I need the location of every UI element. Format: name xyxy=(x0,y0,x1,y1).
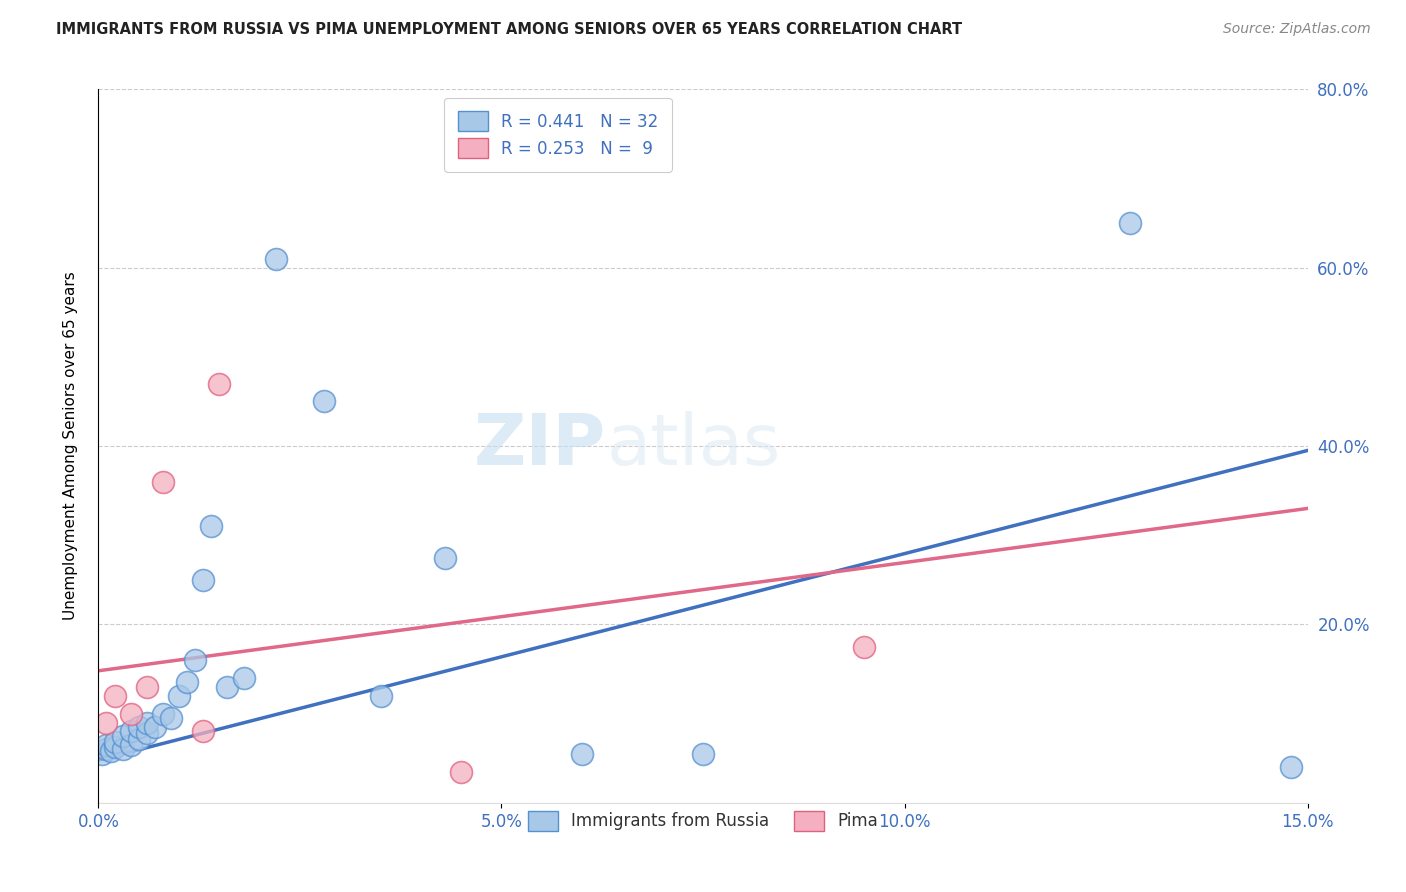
Point xyxy=(120,706,142,721)
Point xyxy=(264,252,287,266)
Point xyxy=(193,724,215,739)
Point xyxy=(135,680,157,694)
Legend: Immigrants from Russia, Pima: Immigrants from Russia, Pima xyxy=(515,797,891,845)
Point xyxy=(100,744,122,758)
Point xyxy=(571,747,593,761)
Point xyxy=(103,735,125,749)
Point xyxy=(152,706,174,721)
Point xyxy=(160,711,183,725)
Point xyxy=(167,689,190,703)
Point xyxy=(184,653,207,667)
Point xyxy=(96,715,118,730)
Point xyxy=(135,715,157,730)
Y-axis label: Unemployment Among Seniors over 65 years: Unemployment Among Seniors over 65 years xyxy=(63,272,77,620)
Point xyxy=(96,742,118,756)
Text: IMMIGRANTS FROM RUSSIA VS PIMA UNEMPLOYMENT AMONG SENIORS OVER 65 YEARS CORRELAT: IMMIGRANTS FROM RUSSIA VS PIMA UNEMPLOYM… xyxy=(56,22,962,37)
Point xyxy=(128,720,150,734)
Point xyxy=(152,475,174,489)
Point xyxy=(314,394,336,409)
Point xyxy=(103,689,125,703)
Point xyxy=(111,742,134,756)
Point xyxy=(208,376,231,391)
Text: ZIP: ZIP xyxy=(474,411,606,481)
Point xyxy=(120,724,142,739)
Point xyxy=(434,550,457,565)
Point xyxy=(692,747,714,761)
Text: Source: ZipAtlas.com: Source: ZipAtlas.com xyxy=(1223,22,1371,37)
Point xyxy=(200,519,222,533)
Point xyxy=(176,675,198,690)
Point xyxy=(91,747,114,761)
Point xyxy=(193,573,215,587)
Point xyxy=(111,729,134,743)
Point xyxy=(128,731,150,746)
Point xyxy=(96,738,118,752)
Point xyxy=(103,740,125,755)
Text: atlas: atlas xyxy=(606,411,780,481)
Point xyxy=(232,671,254,685)
Point xyxy=(1281,760,1303,774)
Point xyxy=(135,726,157,740)
Point xyxy=(217,680,239,694)
Point xyxy=(450,764,472,779)
Point xyxy=(143,720,166,734)
Point xyxy=(853,640,876,654)
Point xyxy=(1119,216,1142,230)
Point xyxy=(370,689,392,703)
Point xyxy=(120,738,142,752)
